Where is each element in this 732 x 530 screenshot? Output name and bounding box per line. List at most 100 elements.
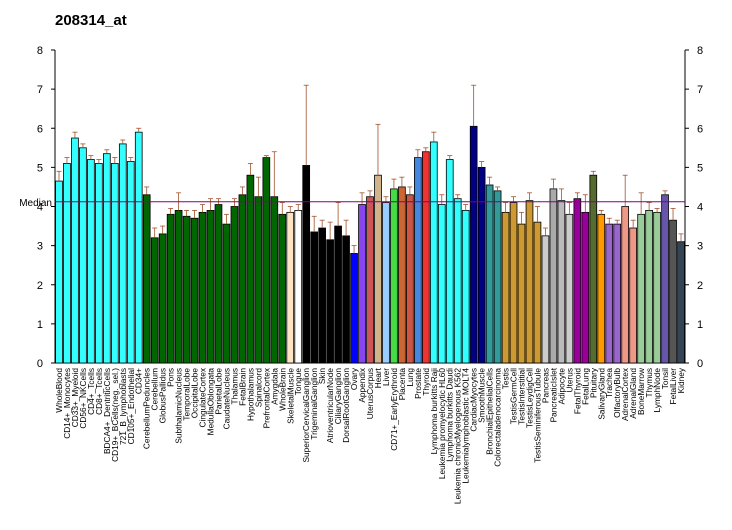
bar: [254, 196, 263, 364]
y-tick-label: 5: [37, 162, 43, 174]
x-tick-label: BronchialEpithelialCells: [485, 368, 495, 455]
x-tick-label: Thalamus: [229, 368, 239, 404]
x-tick-label: CD33+_Myeloid: [70, 368, 80, 428]
bar: [605, 223, 614, 364]
y2-tick-label: 1: [697, 319, 703, 331]
bar: [110, 163, 119, 364]
bar: [198, 211, 207, 364]
bar: [342, 235, 350, 364]
bar: [190, 217, 199, 364]
bar: [103, 153, 111, 364]
bar: [437, 204, 446, 364]
x-tick-label: Tonsil: [660, 368, 670, 389]
x-tick-label: LymphNode: [652, 368, 662, 413]
x-tick-label: SubthalamicNucleus: [174, 368, 184, 444]
bar: [334, 225, 342, 364]
x-tick-label: CD14+_Monocytes: [62, 368, 72, 439]
y-tick-label: 7: [37, 84, 43, 96]
x-tick-label: CD19+_BCells(neg._sel.): [110, 368, 120, 462]
x-tick-label: BDCA4+_DentriticCells: [102, 368, 112, 454]
x-tick-label: AdrenalGland: [628, 368, 638, 419]
y2-tick-label: 2: [697, 280, 703, 292]
x-tick-label: Colorectaladenocarcinoma: [493, 368, 503, 467]
chart-title: 208314_at: [55, 12, 127, 29]
x-tick-label: Placenta: [397, 368, 407, 401]
bar: [326, 239, 334, 364]
y-tick-label: 1: [37, 319, 43, 331]
x-tick-label: CD34+: [134, 368, 144, 394]
x-tick-label: CD56+_NKCells: [78, 368, 88, 429]
bar: [445, 159, 454, 364]
bar: [238, 194, 247, 364]
bar: [517, 223, 526, 364]
x-tick-label: FetalThyroid: [572, 368, 582, 414]
bar: [278, 213, 287, 364]
x-tick-label: Pituitary: [588, 367, 598, 398]
bar: [677, 241, 685, 364]
x-tick-label: OlfactoryBulb: [612, 368, 622, 418]
bar: [262, 157, 271, 364]
x-tick-label: Cerebellum: [150, 368, 160, 411]
x-tick-label: Leukemia promyelocytic HL60: [437, 368, 447, 480]
x-tick-label: PancreaticIslet: [548, 367, 558, 422]
bar: [541, 235, 550, 364]
bar: [55, 180, 63, 364]
x-tick-label: FetalBrain: [237, 368, 247, 406]
x-tick-label: MedullaOblongata: [206, 368, 216, 436]
bar: [310, 231, 319, 364]
x-tick-label: Tongue: [293, 368, 303, 396]
bar: [621, 206, 630, 364]
bar: [533, 221, 542, 364]
x-tick-label: Amygdala: [269, 368, 279, 405]
bar: [549, 188, 558, 364]
bar: [230, 206, 239, 364]
median-label: Median: [19, 198, 52, 209]
bar: [414, 157, 422, 364]
bar: [573, 198, 582, 364]
bar: [493, 190, 502, 364]
x-tick-label: CaudateNucleus: [221, 368, 231, 429]
x-tick-label: Pancreas: [540, 368, 550, 403]
bar: [286, 211, 295, 364]
bar: [366, 196, 374, 364]
y-tick-label: 2: [37, 280, 43, 292]
x-tick-label: CD8+_Tcells: [94, 368, 104, 415]
x-tick-label: Trachea: [604, 368, 614, 399]
bar: [382, 202, 390, 364]
y2-tick-label: 8: [697, 45, 703, 57]
x-tick-label: FetalLiver: [668, 368, 678, 405]
bar: [645, 210, 653, 364]
x-tick-label: CardiacMyocytes: [469, 368, 479, 432]
bar: [597, 213, 606, 364]
bar: [158, 233, 167, 364]
x-tick-label: SkeletalMuscle: [285, 368, 295, 424]
x-tick-label: WholeBlood: [54, 368, 64, 413]
bar: [358, 204, 366, 364]
x-tick-label: UterusCorpus: [365, 368, 375, 419]
bar: [613, 223, 622, 364]
y-tick-label: 6: [37, 123, 43, 135]
bar: [150, 237, 159, 364]
bar: [461, 210, 470, 364]
x-tick-label: TrigeminalGanglion: [309, 368, 319, 440]
bar: [485, 184, 494, 364]
x-tick-label: Skin: [317, 368, 327, 385]
bar: [421, 151, 430, 364]
bar: [222, 223, 231, 364]
x-tick-label: Pons: [166, 368, 176, 387]
y-tick-label: 8: [37, 45, 43, 57]
x-tick-label: TemporalLobe: [182, 368, 192, 421]
x-tick-label: Leukemia chronicMyelogenous K562: [453, 368, 463, 504]
bar: [71, 137, 79, 364]
bar: [501, 211, 510, 364]
bar: [429, 141, 438, 364]
x-tick-label: Prostate: [413, 368, 423, 399]
bar: [63, 163, 71, 364]
bar: [637, 213, 645, 364]
x-tick-label: TestisLeydigCell: [524, 368, 534, 428]
x-tick-label: TestisGermCell: [509, 368, 519, 424]
x-tick-label: Spinalcord: [253, 368, 263, 408]
y2-tick-label: 5: [697, 162, 703, 174]
bar: [118, 143, 127, 364]
